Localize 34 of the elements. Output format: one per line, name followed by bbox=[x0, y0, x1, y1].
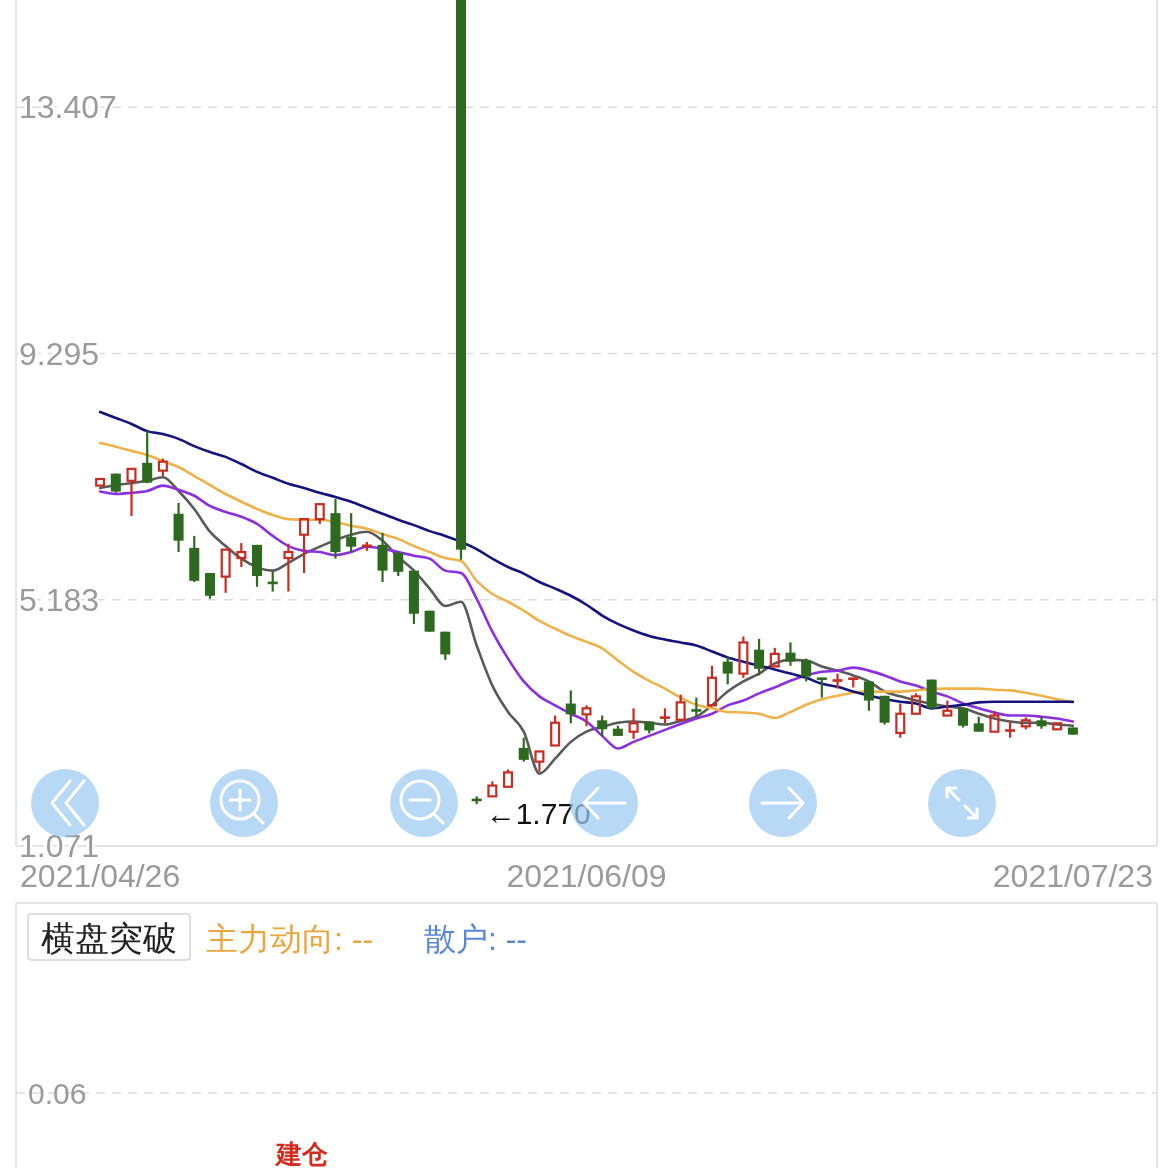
y-tick-label: 13.407 bbox=[19, 89, 117, 126]
candlestick bbox=[958, 707, 969, 729]
candlestick bbox=[801, 657, 812, 683]
text: 建仓 bbox=[274, 1139, 328, 1168]
candlestick bbox=[722, 655, 733, 686]
candlestick bbox=[785, 641, 796, 667]
candlestick bbox=[628, 707, 639, 740]
text: 横盘突破 bbox=[41, 919, 177, 957]
x-tick-label: 2021/07/23 bbox=[992, 858, 1153, 894]
candlestick bbox=[534, 750, 545, 773]
y-tick-label: 5.183 bbox=[19, 581, 100, 618]
text: 0.06 bbox=[28, 1077, 87, 1110]
candlestick bbox=[142, 430, 153, 485]
y-tick-label: 9.295 bbox=[19, 335, 100, 372]
annotation: ←1.770 bbox=[485, 797, 591, 831]
candlestick bbox=[597, 714, 608, 737]
candlestick bbox=[832, 672, 843, 690]
candlestick bbox=[1052, 722, 1063, 731]
candlestick bbox=[346, 512, 357, 554]
candlestick bbox=[816, 676, 827, 699]
candlestick bbox=[283, 542, 294, 593]
text: 主力动向: -- bbox=[206, 921, 374, 957]
candlestick bbox=[518, 736, 529, 763]
candlestick bbox=[691, 696, 702, 718]
candlestick bbox=[989, 710, 1000, 733]
x-tick-label: 2021/06/09 bbox=[506, 858, 667, 894]
candlestick bbox=[440, 630, 451, 661]
candlestick bbox=[754, 637, 765, 677]
candlestick bbox=[565, 689, 576, 725]
candlestick bbox=[863, 680, 874, 712]
candlestick bbox=[204, 571, 215, 600]
candlestick bbox=[299, 518, 310, 575]
text: 散户: -- bbox=[423, 921, 528, 957]
candlestick bbox=[126, 467, 137, 518]
